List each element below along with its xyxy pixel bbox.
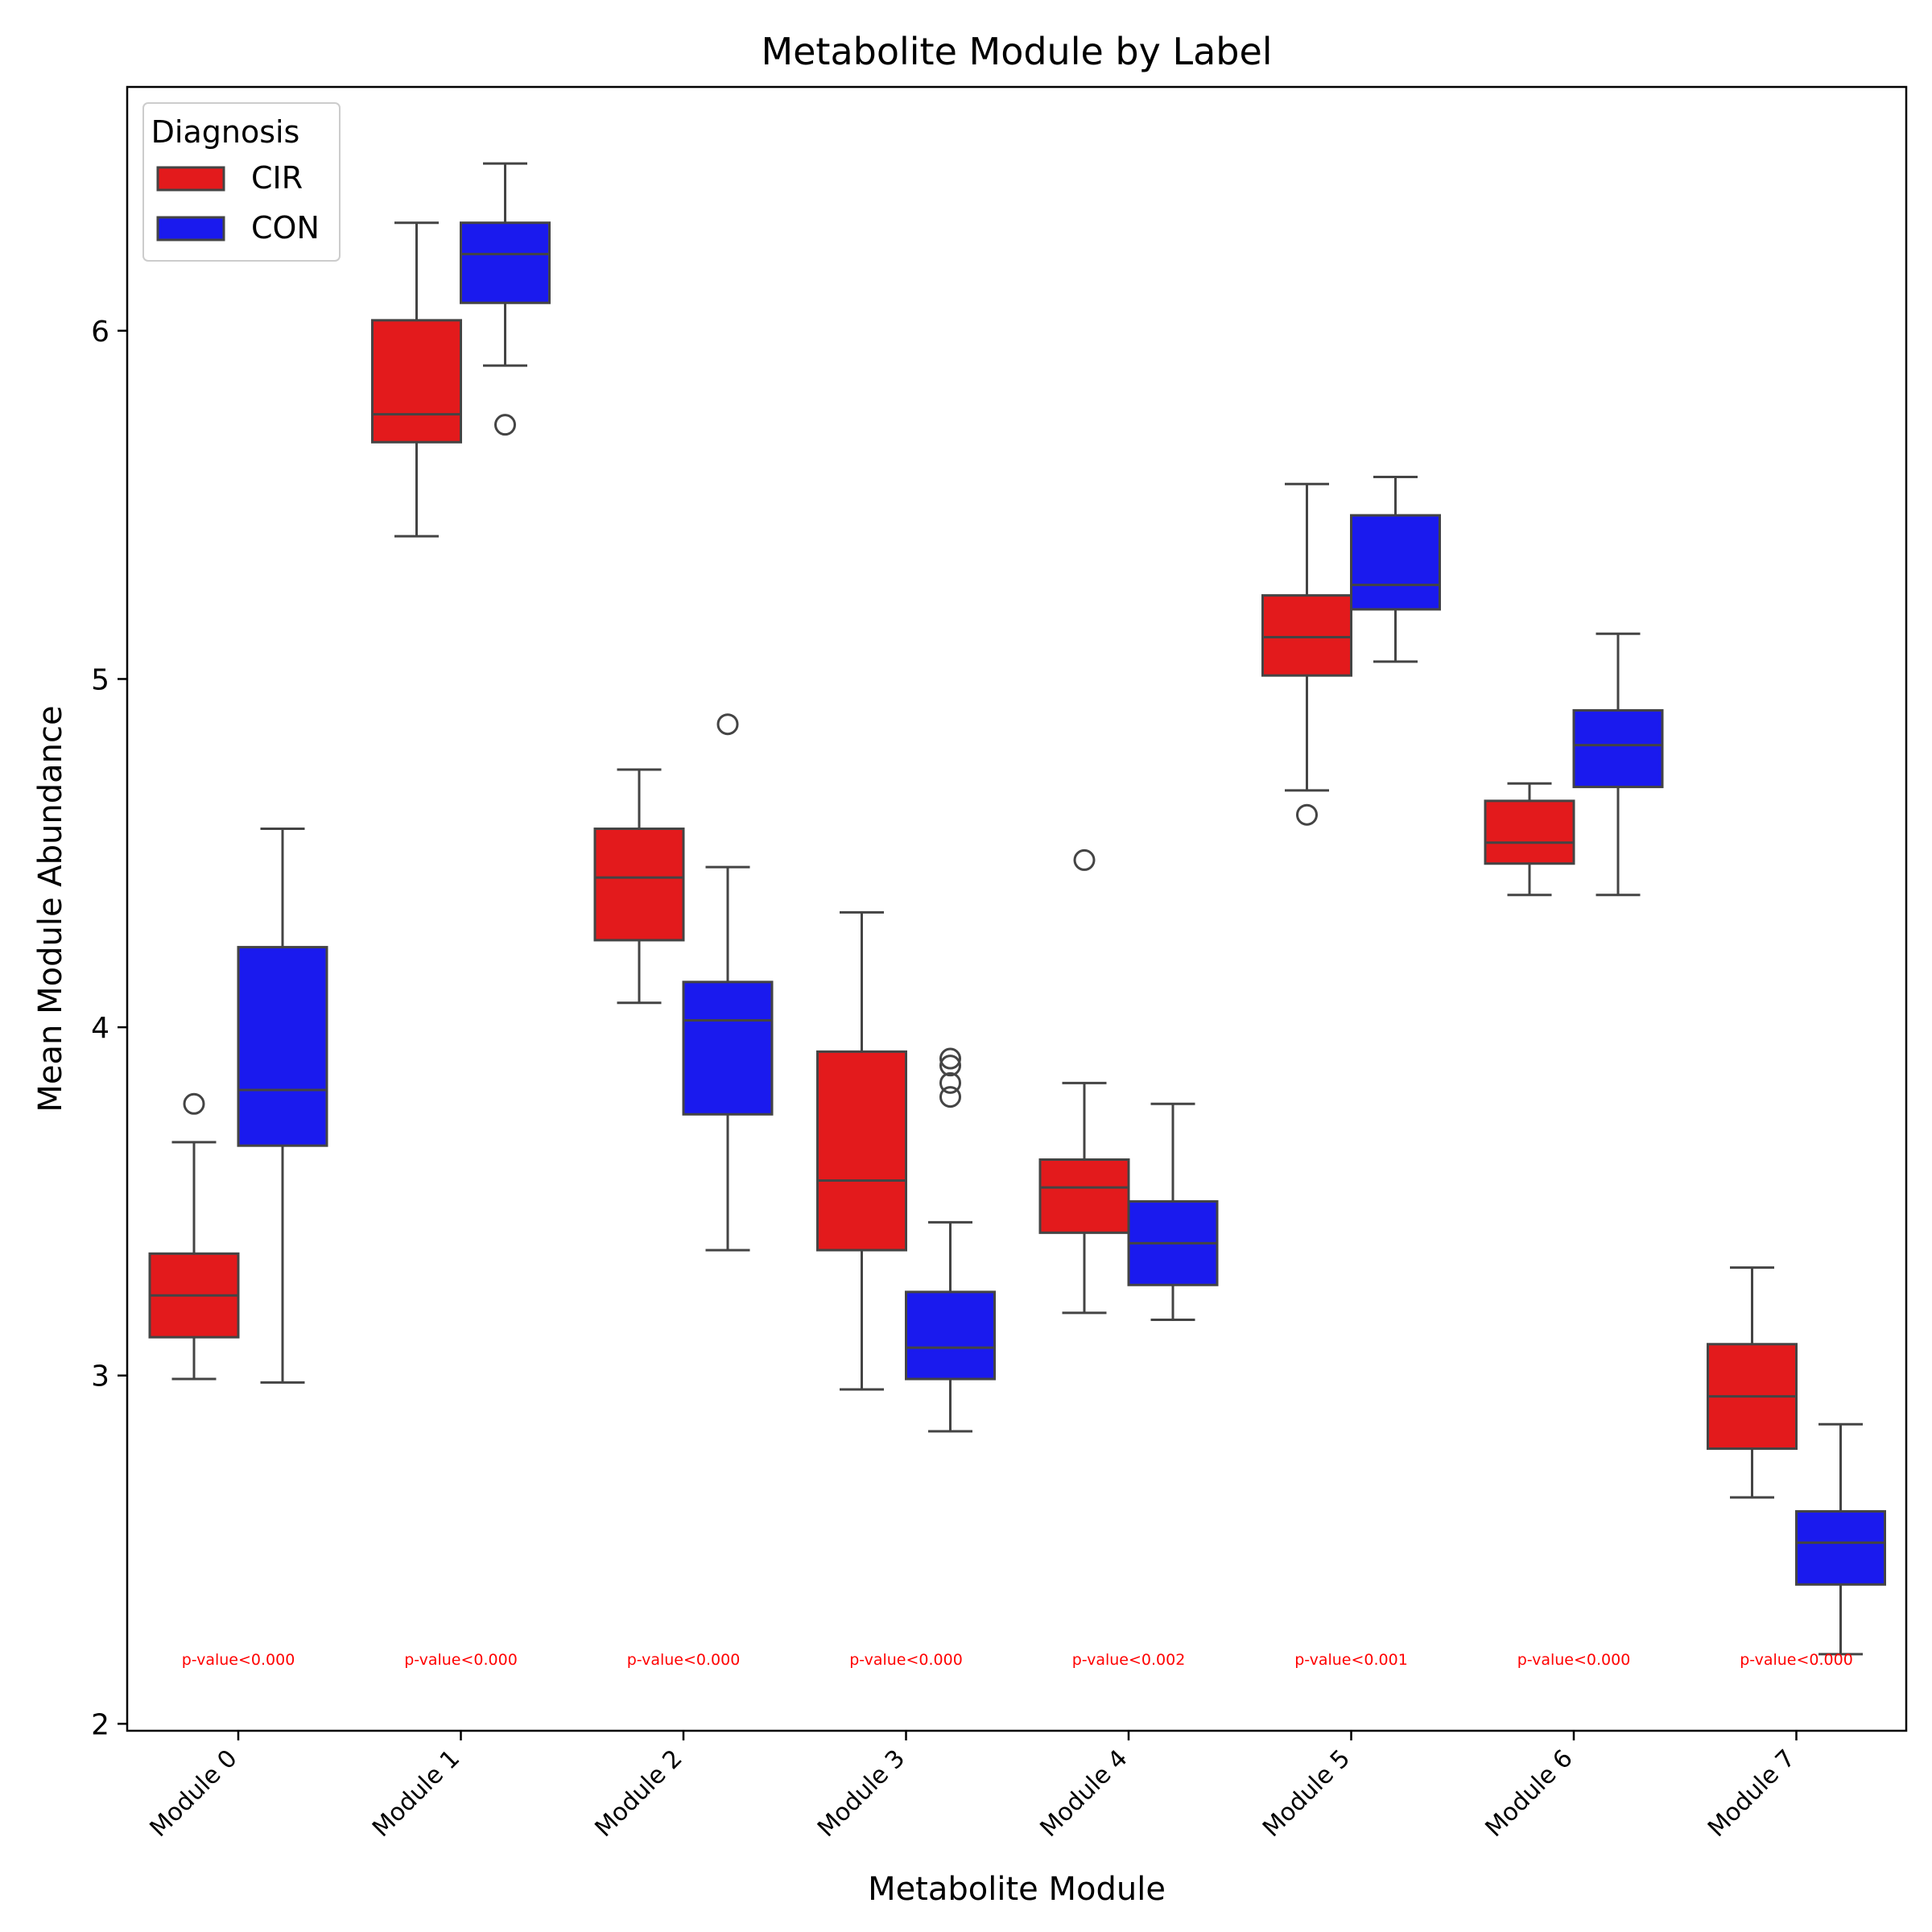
box-cir-2 bbox=[593, 768, 685, 1005]
box-body bbox=[460, 221, 551, 304]
outlier-point bbox=[939, 1071, 961, 1094]
outlier-point bbox=[494, 414, 516, 436]
box-cir-5 bbox=[1261, 482, 1352, 826]
p-value-annotation: p-value<0.000 bbox=[1740, 1651, 1853, 1669]
box-body bbox=[1261, 594, 1352, 677]
p-value-annotation: p-value<0.000 bbox=[182, 1651, 295, 1669]
outlier-point bbox=[1296, 803, 1318, 826]
y-tick-label: 6 bbox=[91, 316, 109, 349]
plot-frame bbox=[126, 85, 1908, 1732]
box-body bbox=[593, 827, 685, 942]
legend-swatch-cir bbox=[156, 166, 225, 192]
box-body bbox=[237, 946, 328, 1147]
p-value-annotation: p-value<0.000 bbox=[849, 1651, 963, 1669]
outlier-point bbox=[1073, 848, 1096, 871]
box-body bbox=[371, 319, 462, 444]
box-body bbox=[905, 1290, 996, 1381]
box-cir-3 bbox=[816, 910, 907, 1391]
box-body bbox=[682, 980, 774, 1116]
box-con-1 bbox=[460, 162, 551, 436]
box-cir-1 bbox=[371, 221, 462, 538]
box-cir-4 bbox=[1038, 848, 1130, 1315]
box-body bbox=[1795, 1509, 1886, 1586]
legend-label-cir: CIR bbox=[251, 160, 303, 196]
box-con-2 bbox=[682, 713, 774, 1252]
outlier-point bbox=[939, 1086, 961, 1108]
y-axis-label: Mean Module Abundance bbox=[32, 705, 69, 1112]
x-axis-label: Metabolite Module bbox=[868, 1871, 1166, 1908]
box-cir-6 bbox=[1484, 782, 1575, 897]
box-con-3 bbox=[905, 1047, 996, 1433]
p-value-annotation: p-value<0.002 bbox=[1072, 1651, 1186, 1669]
p-value-annotation: p-value<0.000 bbox=[1517, 1651, 1631, 1669]
y-tick-label: 3 bbox=[91, 1360, 109, 1393]
legend-label-con: CON bbox=[251, 210, 320, 246]
box-con-0 bbox=[237, 827, 328, 1384]
box-body bbox=[1038, 1158, 1130, 1234]
box-con-5 bbox=[1350, 476, 1441, 663]
box-con-7 bbox=[1795, 1422, 1886, 1656]
box-body bbox=[1350, 514, 1441, 611]
chart-title: Metabolite Module by Label bbox=[761, 30, 1272, 73]
outlier-point bbox=[716, 713, 739, 736]
y-tick-label: 2 bbox=[91, 1708, 109, 1741]
legend-title: Diagnosis bbox=[151, 114, 300, 150]
outlier-point bbox=[939, 1047, 961, 1070]
p-value-annotation: p-value<0.001 bbox=[1294, 1651, 1408, 1669]
y-tick-label: 5 bbox=[91, 663, 109, 696]
y-tick-label: 4 bbox=[91, 1012, 109, 1045]
box-body bbox=[1484, 799, 1575, 865]
box-cir-7 bbox=[1707, 1266, 1798, 1499]
outlier-point bbox=[939, 1055, 961, 1077]
box-con-4 bbox=[1127, 1102, 1219, 1321]
p-value-annotation: p-value<0.000 bbox=[627, 1651, 741, 1669]
box-body bbox=[816, 1050, 907, 1252]
box-body bbox=[1572, 708, 1664, 789]
legend: Diagnosis CIR CON bbox=[142, 102, 341, 262]
p-value-annotation: p-value<0.000 bbox=[404, 1651, 518, 1669]
box-con-6 bbox=[1572, 632, 1664, 897]
legend-swatch-con bbox=[156, 216, 225, 242]
box-cir-0 bbox=[148, 1092, 240, 1381]
outlier-point bbox=[183, 1092, 205, 1115]
